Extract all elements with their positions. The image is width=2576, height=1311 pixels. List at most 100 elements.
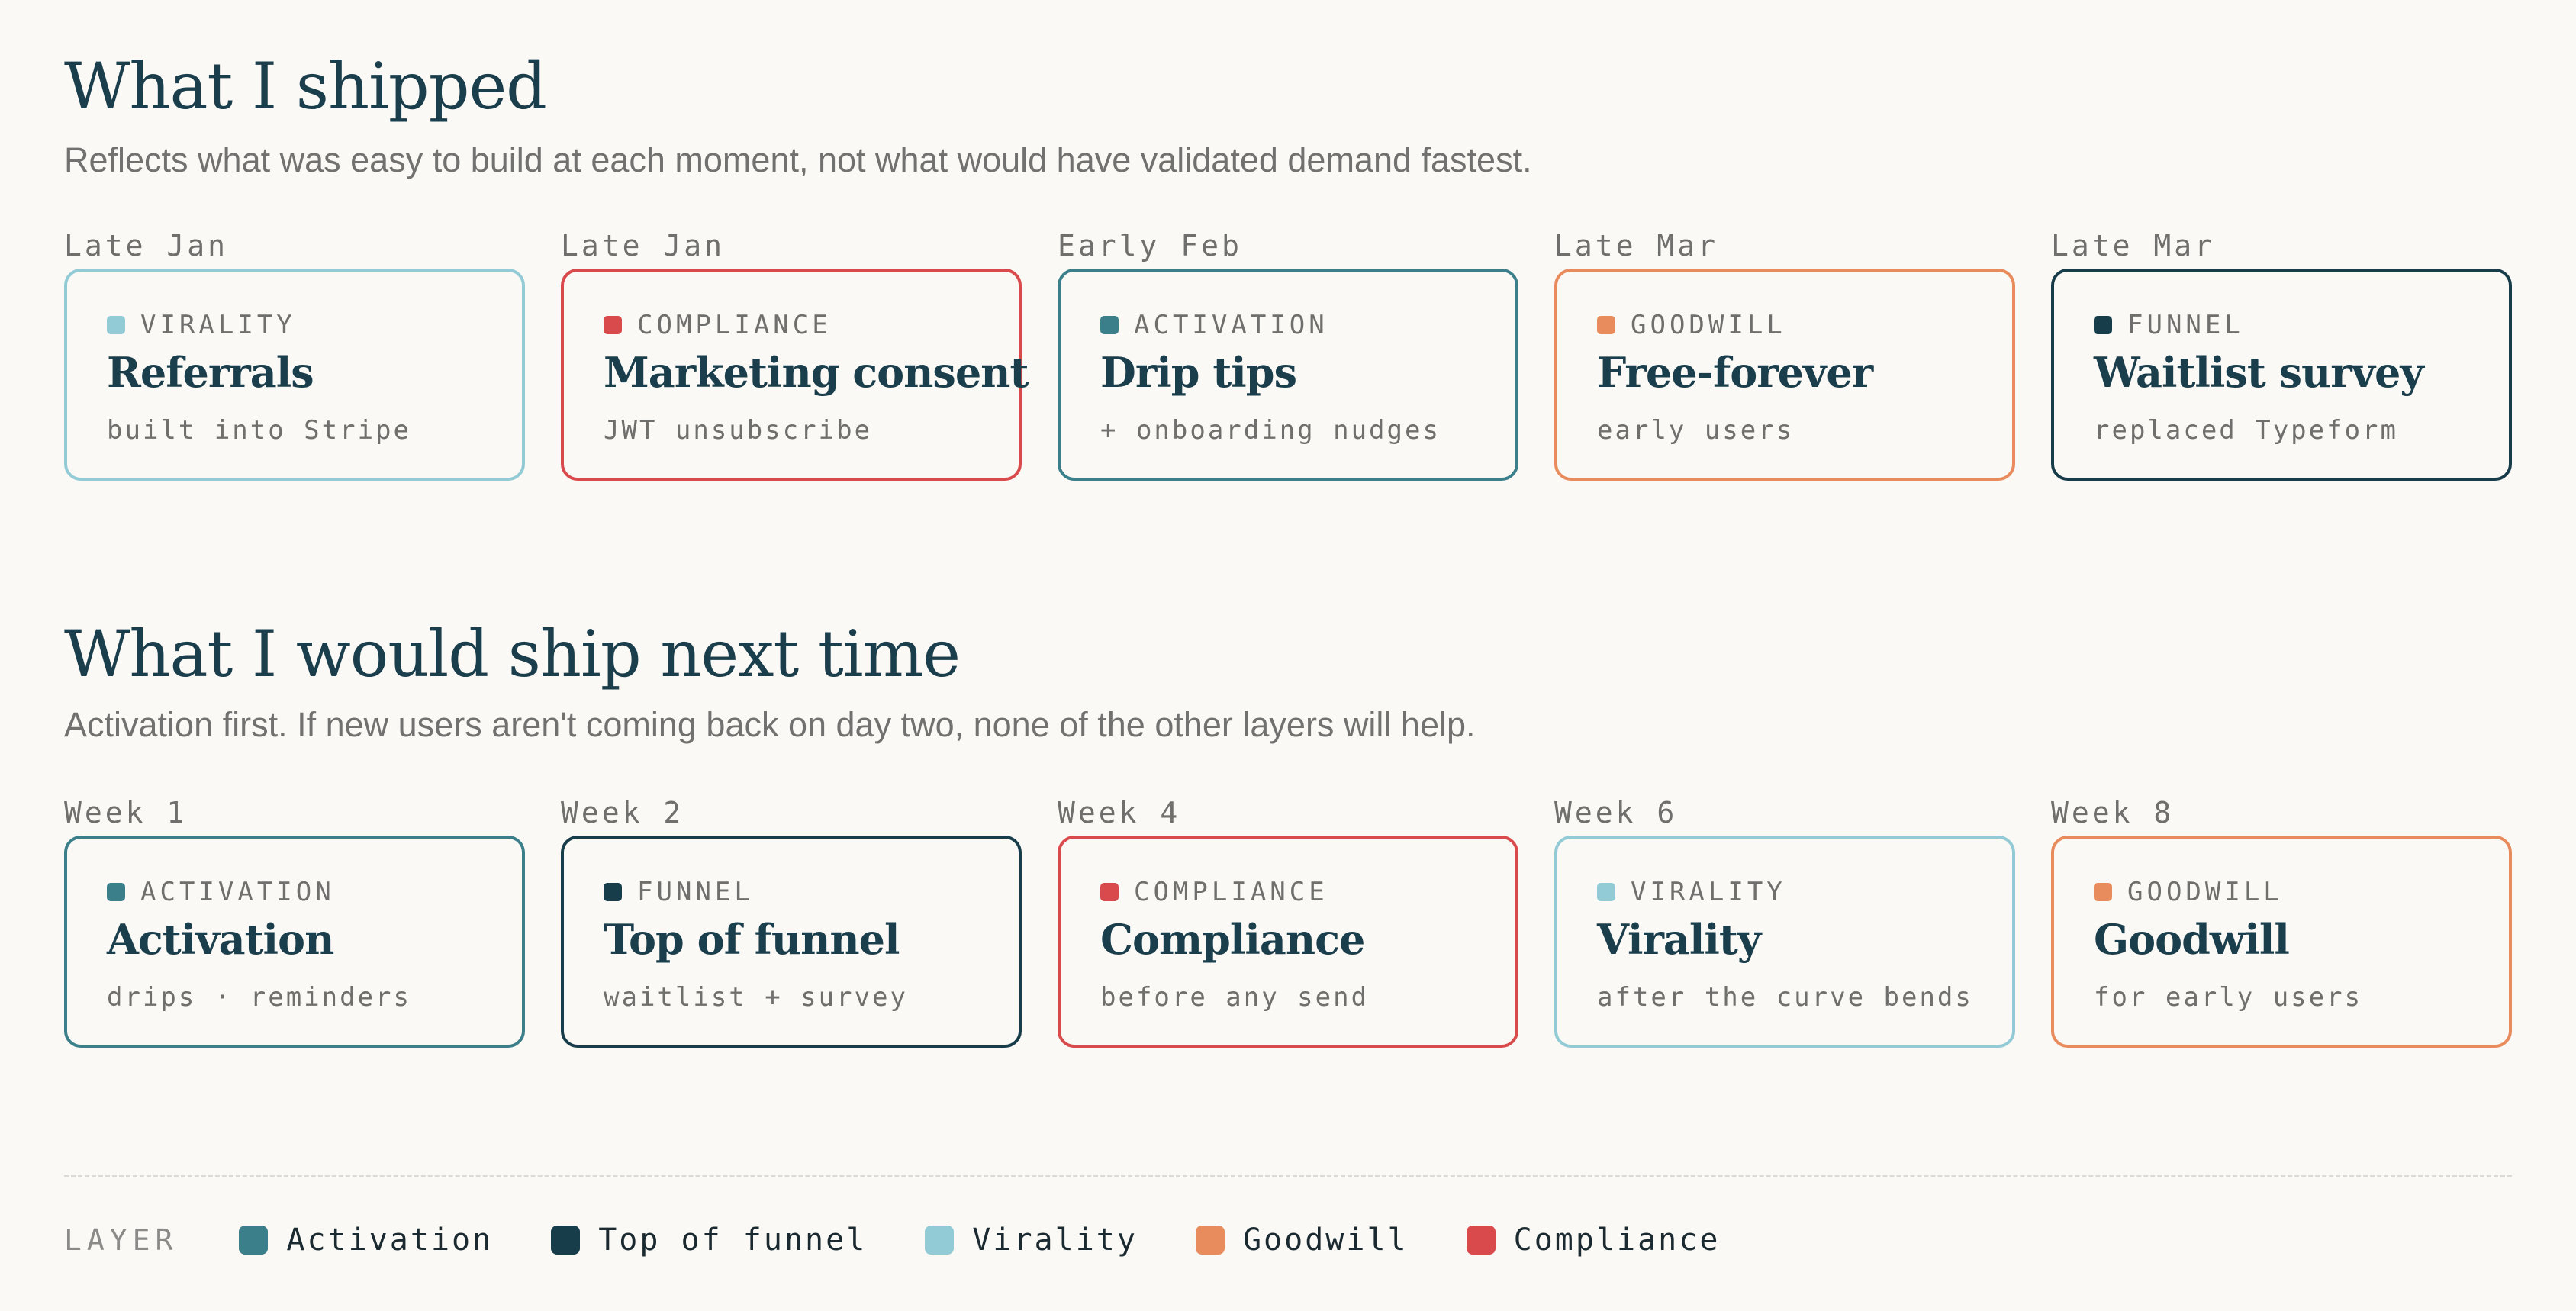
layer-tag: FUNNEL bbox=[604, 877, 754, 907]
layer-dot-icon bbox=[107, 316, 125, 334]
card-title: Referrals bbox=[107, 348, 314, 397]
timing-label: Week 2 bbox=[561, 796, 684, 829]
layer-dot-icon bbox=[2094, 316, 2112, 334]
legend-divider bbox=[64, 1175, 2512, 1177]
next-subtitle: Activation first. If new users aren't co… bbox=[64, 705, 1476, 744]
legend-swatch-icon bbox=[1466, 1226, 1496, 1255]
layer-dot-icon bbox=[604, 316, 622, 334]
layer-card-virality: VIRALITY Referrals built into Stripe bbox=[64, 269, 525, 481]
legend-swatch-icon bbox=[551, 1226, 581, 1255]
layer-card-goodwill: GOODWILL Free-forever early users bbox=[1554, 269, 2015, 481]
timeline-column: Week 6 VIRALITY Virality after the curve be… bbox=[1554, 796, 2015, 1048]
timeline-column: Week 1 ACTIVATION Activation drips · remind… bbox=[64, 796, 525, 1048]
legend-item-virality: Virality bbox=[925, 1222, 1138, 1258]
timing-label: Week 8 bbox=[2051, 796, 2175, 829]
timeline-column: Week 8 GOODWILL Goodwill for early users bbox=[2051, 796, 2512, 1048]
card-title: Drip tips bbox=[1100, 348, 1297, 397]
layer-tag-label: FUNNEL bbox=[637, 877, 754, 907]
layer-dot-icon bbox=[107, 883, 125, 901]
layer-dot-icon bbox=[1597, 316, 1615, 334]
card-note: drips · reminders bbox=[107, 982, 411, 1013]
card-note: built into Stripe bbox=[107, 415, 411, 446]
card-note: for early users bbox=[2094, 982, 2363, 1013]
layer-card-goodwill: GOODWILL Goodwill for early users bbox=[2051, 836, 2512, 1048]
layer-tag: ACTIVATION bbox=[107, 877, 335, 907]
card-note: JWT unsubscribe bbox=[604, 415, 873, 446]
card-note: early users bbox=[1597, 415, 1795, 446]
card-note: after the curve bends bbox=[1597, 982, 1973, 1013]
layer-tag-label: GOODWILL bbox=[1631, 310, 1786, 340]
legend-label: Activation bbox=[286, 1222, 494, 1258]
legend-items: Activation Top of funnel Virality Goodwill C… bbox=[239, 1222, 1778, 1258]
layer-tag: GOODWILL bbox=[2094, 877, 2283, 907]
layer-card-virality: VIRALITY Virality after the curve bends bbox=[1554, 836, 2015, 1048]
legend-swatch-icon bbox=[239, 1226, 269, 1255]
card-note: replaced Typeform bbox=[2094, 415, 2398, 446]
layer-tag-label: COMPLIANCE bbox=[1134, 877, 1328, 907]
layer-tag: COMPLIANCE bbox=[604, 310, 832, 340]
timeline-column: Early Feb ACTIVATION Drip tips + onboarding… bbox=[1058, 229, 1518, 481]
timing-label: Late Jan bbox=[64, 229, 229, 263]
layer-tag: FUNNEL bbox=[2094, 310, 2244, 340]
card-note: before any send bbox=[1100, 982, 1370, 1013]
legend-item-goodwill: Goodwill bbox=[1195, 1222, 1409, 1258]
timing-label: Late Jan bbox=[561, 229, 726, 263]
layer-dot-icon bbox=[2094, 883, 2112, 901]
legend-item-funnel: Top of funnel bbox=[551, 1222, 867, 1258]
timing-label: Week 6 bbox=[1554, 796, 1678, 829]
card-title: Free-forever bbox=[1597, 348, 1873, 397]
timing-label: Late Mar bbox=[2051, 229, 2216, 263]
legend-label: Compliance bbox=[1513, 1222, 1721, 1258]
card-note: + onboarding nudges bbox=[1100, 415, 1441, 446]
timing-label: Early Feb bbox=[1058, 229, 1242, 263]
layer-dot-icon bbox=[1100, 883, 1119, 901]
legend-swatch-icon bbox=[925, 1226, 955, 1255]
legend-title: LAYER bbox=[64, 1223, 179, 1257]
layer-tag: ACTIVATION bbox=[1100, 310, 1328, 340]
layer-tag-label: ACTIVATION bbox=[1134, 310, 1328, 340]
legend-label: Top of funnel bbox=[598, 1222, 868, 1258]
timeline-column: Late Mar GOODWILL Free-forever early users bbox=[1554, 229, 2015, 481]
layer-tag: VIRALITY bbox=[1597, 877, 1786, 907]
shipped-title: What I shipped bbox=[64, 49, 547, 124]
shipped-subtitle: Reflects what was easy to build at each … bbox=[64, 140, 1532, 179]
next-title: What I would ship next time bbox=[64, 617, 961, 691]
layer-tag-label: FUNNEL bbox=[2127, 310, 2244, 340]
layer-card-compliance: COMPLIANCE Marketing consent JWT unsubscri… bbox=[561, 269, 1029, 481]
layer-tag-label: VIRALITY bbox=[140, 310, 296, 340]
legend-item-activation: Activation bbox=[239, 1222, 493, 1258]
layer-tag-label: GOODWILL bbox=[2127, 877, 2283, 907]
card-title: Waitlist survey bbox=[2094, 348, 2424, 397]
card-title: Top of funnel bbox=[604, 915, 900, 964]
layer-tag: VIRALITY bbox=[107, 310, 296, 340]
layer-dot-icon bbox=[604, 883, 622, 901]
layer-tag-label: ACTIVATION bbox=[140, 877, 335, 907]
timeline-column: Late Jan VIRALITY Referrals built into Stri… bbox=[64, 229, 525, 481]
layer-tag: COMPLIANCE bbox=[1100, 877, 1328, 907]
card-title: Marketing consent bbox=[604, 348, 1029, 397]
legend-label: Virality bbox=[972, 1222, 1138, 1258]
layer-card-funnel: FUNNEL Waitlist survey replaced Typeform bbox=[2051, 269, 2512, 481]
timing-label: Week 1 bbox=[64, 796, 188, 829]
next-cards-row: Week 1 ACTIVATION Activation drips · remind… bbox=[64, 796, 2512, 1048]
timeline-column: Late Mar FUNNEL Waitlist survey replaced Ty… bbox=[2051, 229, 2512, 481]
timing-label: Late Mar bbox=[1554, 229, 1719, 263]
card-title: Virality bbox=[1597, 915, 1761, 964]
card-title: Activation bbox=[107, 915, 334, 964]
shipped-cards-row: Late Jan VIRALITY Referrals built into Stri… bbox=[64, 229, 2512, 481]
legend-label: Goodwill bbox=[1242, 1222, 1409, 1258]
legend-item-compliance: Compliance bbox=[1466, 1222, 1721, 1258]
card-note: waitlist + survey bbox=[604, 982, 908, 1013]
layer-card-activation: ACTIVATION Activation drips · reminders bbox=[64, 836, 525, 1048]
timeline-column: Week 4 COMPLIANCE Compliance before any sen… bbox=[1058, 796, 1518, 1048]
layer-tag: GOODWILL bbox=[1597, 310, 1786, 340]
timeline-column: Week 2 FUNNEL Top of funnel waitlist + surv… bbox=[561, 796, 1022, 1048]
layer-dot-icon bbox=[1597, 883, 1615, 901]
layer-card-activation: ACTIVATION Drip tips + onboarding nudges bbox=[1058, 269, 1518, 481]
timeline-column: Late Jan COMPLIANCE Marketing consent JWT u… bbox=[561, 229, 1029, 481]
legend-swatch-icon bbox=[1195, 1226, 1225, 1255]
layer-dot-icon bbox=[1100, 316, 1119, 334]
legend: LAYER Activation Top of funnel Virality Goo… bbox=[64, 1222, 1778, 1258]
card-title: Compliance bbox=[1100, 915, 1365, 964]
layer-tag-label: VIRALITY bbox=[1631, 877, 1786, 907]
